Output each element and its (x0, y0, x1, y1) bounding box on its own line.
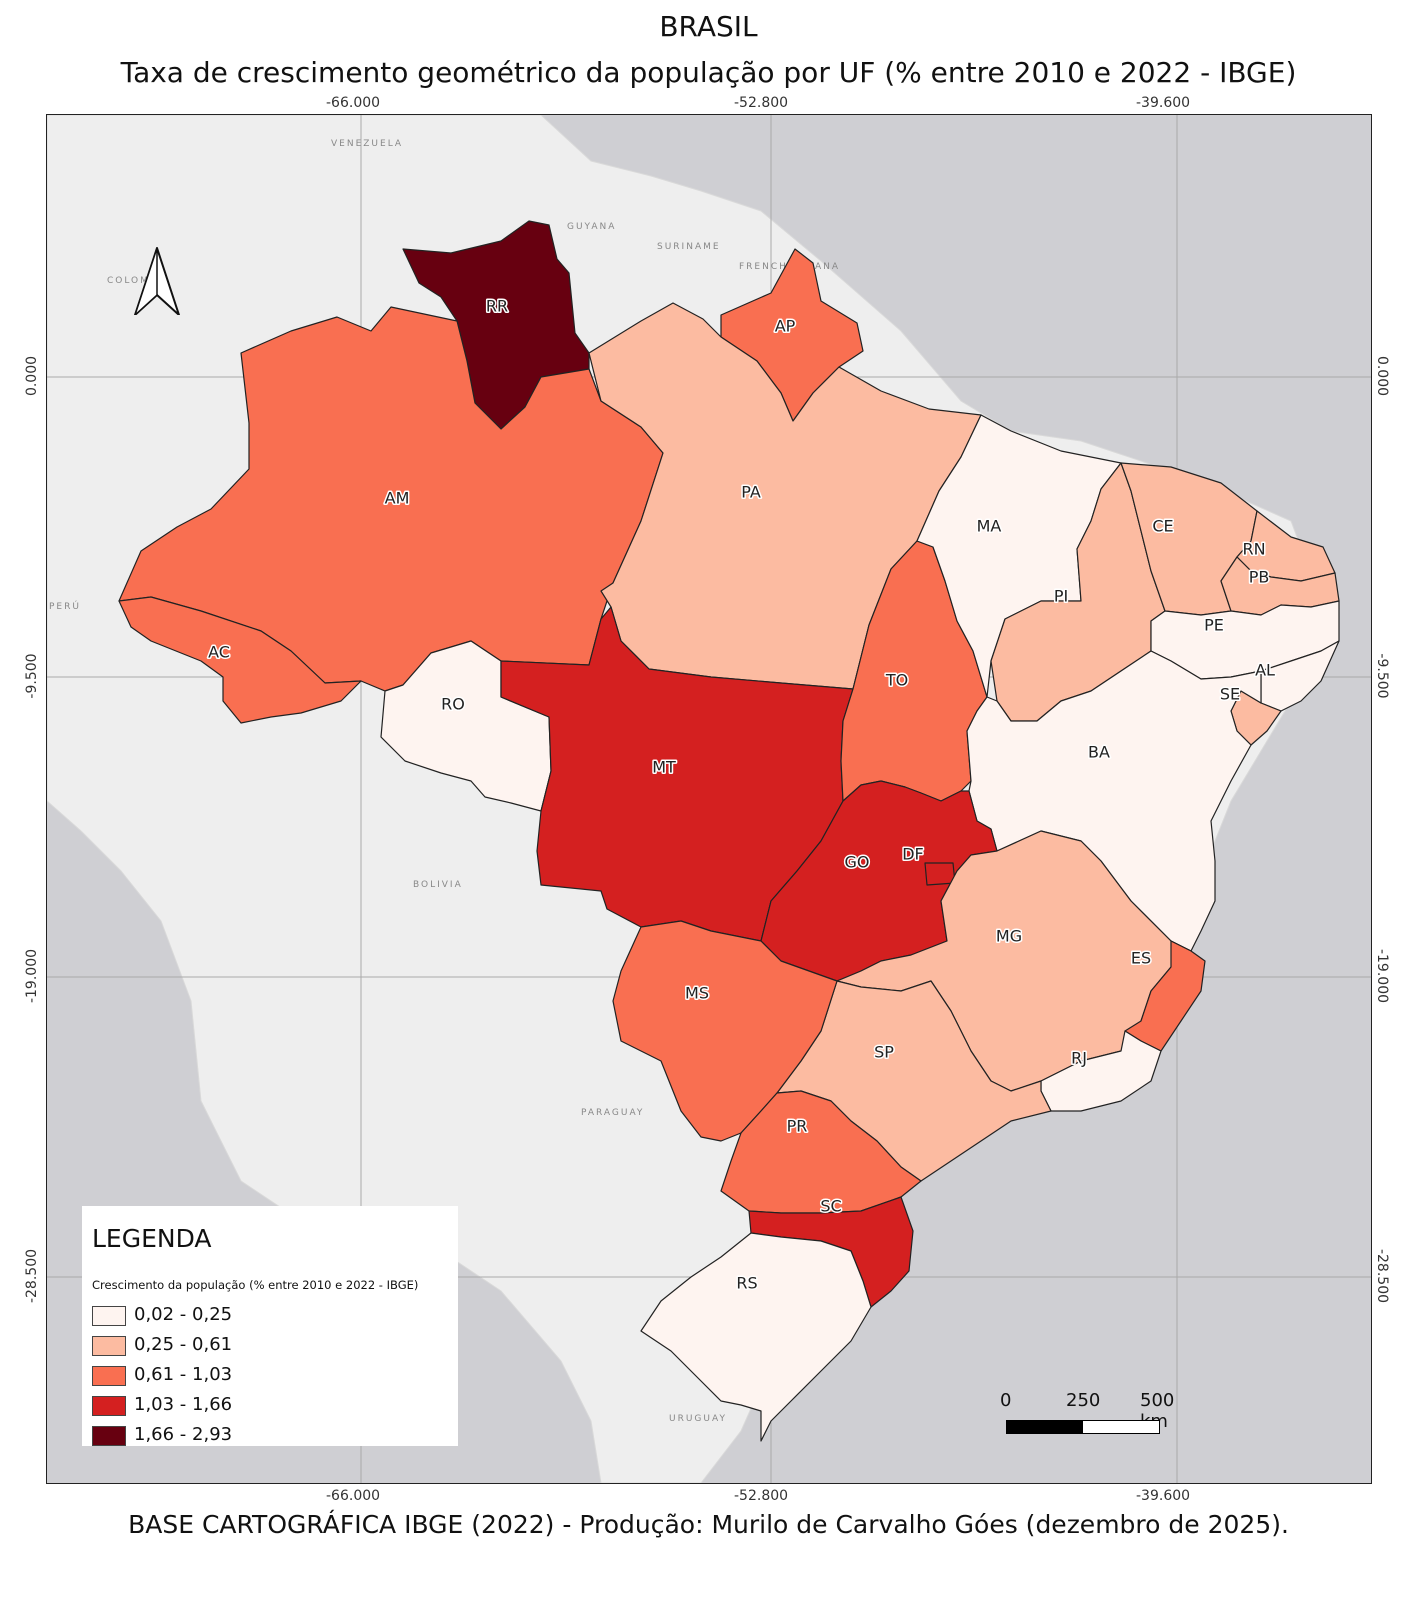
lat-label-left-3: -19.000 (24, 948, 40, 1004)
state-label-am: AM (385, 489, 410, 508)
lon-label-top-1: -66.000 (326, 95, 381, 111)
lon-label-bottom-2: -52.800 (734, 1488, 789, 1504)
scale-label-0: 0 (1000, 1390, 1012, 1411)
state-label-ba: BA (1088, 743, 1110, 762)
country-label-bolivia: BOLIVIA (413, 880, 463, 890)
lat-label-right-4: -28.500 (1374, 1248, 1390, 1304)
state-df (924, 862, 956, 886)
state-label-ap: AP (775, 317, 796, 336)
legend-swatch (92, 1336, 126, 1356)
map-frame: VENEZUELA GUYANA SURINAME FRENCH GUIANA … (46, 114, 1372, 1484)
state-label-al: AL (1255, 661, 1275, 680)
state-label-pb: PB (1249, 568, 1270, 587)
map-subtitle: Taxa de crescimento geométrico da popula… (120, 56, 1297, 89)
state-label-sp: SP (874, 1043, 894, 1062)
legend-label: 1,03 - 1,66 (134, 1394, 233, 1415)
lat-label-right-3: -19.000 (1374, 948, 1390, 1004)
state-labels: RR AP AM PA AC RO MT TO MA PI CE RN PB PE AL SE BA GO DF MG… (207, 295, 1277, 1294)
legend-subtitle: Crescimento da população (% entre 2010 e… (92, 1278, 419, 1292)
lon-label-top-2: -52.800 (734, 95, 789, 111)
legend-swatch (92, 1396, 126, 1416)
legend-swatch (92, 1306, 126, 1326)
legend-swatch (92, 1366, 126, 1386)
lat-label-right-2: -9.500 (1374, 653, 1390, 699)
state-label-es: ES (1131, 949, 1151, 968)
lon-label-bottom-3: -39.600 (1136, 1488, 1191, 1504)
state-label-to: TO (885, 671, 908, 690)
scale-segment-white (1082, 1420, 1160, 1434)
scale-segment-black (1006, 1420, 1084, 1434)
country-label-paraguay: PARAGUAY (581, 1108, 644, 1118)
state-label-rj: RJ (1071, 1049, 1087, 1068)
lon-label-top-3: -39.600 (1136, 95, 1191, 111)
state-rj (1040, 1030, 1162, 1112)
country-label-suriname: SURINAME (657, 242, 721, 252)
state-label-rs: RS (736, 1274, 757, 1293)
country-label-peru: PERÚ (49, 600, 81, 612)
lat-label-left-2: -9.500 (24, 653, 40, 699)
state-label-se: SE (1220, 685, 1240, 704)
state-label-df: DF (902, 845, 924, 864)
state-label-rn: RN (1242, 540, 1265, 559)
legend: LEGENDA Crescimento da população (% entr… (82, 1206, 458, 1446)
state-label-ms: MS (685, 984, 709, 1003)
state-label-ro: RO (441, 695, 465, 714)
state-label-pa: PA (741, 483, 761, 502)
legend-label: 1,66 - 2,93 (134, 1424, 233, 1445)
north-arrow-icon (134, 247, 180, 315)
state-label-ce: CE (1152, 517, 1173, 536)
country-label-uruguay: URUGUAY (669, 1414, 727, 1424)
state-label-sc: SC (820, 1197, 841, 1216)
state-rs (640, 1232, 872, 1442)
lat-label-left-4: -28.500 (24, 1248, 40, 1304)
state-label-pi: PI (1054, 587, 1068, 606)
legend-label: 0,61 - 1,03 (134, 1364, 233, 1385)
lon-label-bottom-1: -66.000 (326, 1488, 381, 1504)
country-label-guyana: GUYANA (567, 222, 616, 232)
state-label-rr: RR (486, 297, 508, 316)
state-label-pr: PR (787, 1117, 808, 1136)
lat-label-right-1: 0.000 (1374, 355, 1390, 397)
map-title: BRASIL (659, 10, 758, 43)
state-label-ma: MA (977, 517, 1002, 536)
lat-label-left-1: 0.000 (24, 355, 40, 397)
state-label-ac: AC (208, 643, 230, 662)
legend-label: 0,02 - 0,25 (134, 1304, 233, 1325)
legend-swatch (92, 1426, 126, 1446)
states-layer (118, 220, 1340, 1442)
state-ac (118, 596, 362, 724)
country-label-venezuela: VENEZUELA (331, 139, 403, 149)
map-footer: BASE CARTOGRÁFICA IBGE (2022) - Produção… (128, 1510, 1289, 1539)
scale-label-250: 250 (1066, 1390, 1101, 1411)
state-label-pe: PE (1204, 616, 1224, 635)
state-label-go: GO (845, 853, 870, 872)
legend-title: LEGENDA (92, 1224, 212, 1253)
state-label-mt: MT (652, 758, 676, 777)
map-canvas: VENEZUELA GUYANA SURINAME FRENCH GUIANA … (47, 115, 1371, 1483)
country-label-colombia: COLOMBIA (107, 276, 171, 286)
state-label-mg: MG (996, 927, 1022, 946)
legend-label: 0,25 - 0,61 (134, 1334, 233, 1355)
